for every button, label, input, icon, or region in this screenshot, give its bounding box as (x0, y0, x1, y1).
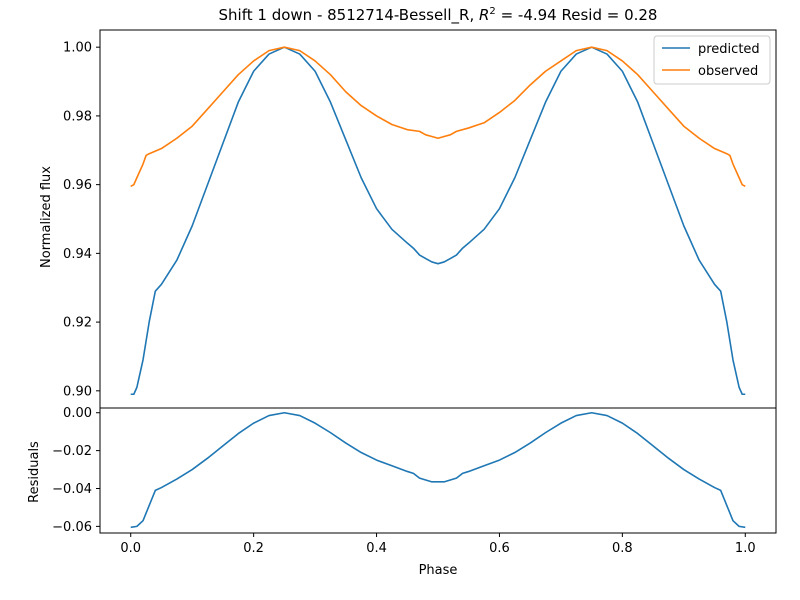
y-axis-label-residuals: Residuals (27, 441, 42, 503)
title-superscript: 2 (489, 6, 495, 17)
flux-series-line-predicted (130, 46, 746, 396)
residuals-x-tick-label: 0.8 (612, 541, 633, 556)
legend-label-observed: observed (698, 64, 758, 79)
residuals-x-tick-label: 0.6 (489, 541, 510, 556)
flux-y-tick-label: 0.96 (63, 178, 92, 193)
flux-y-tick-label: 0.90 (63, 384, 92, 399)
residuals-y-tick-label: 0.00 (63, 406, 92, 421)
title-rest: = -4.94 Resid = 0.28 (496, 6, 658, 24)
flux-y-tick-label: 0.98 (63, 109, 92, 124)
legend: predicted observed (653, 35, 771, 85)
legend-label-predicted: predicted (698, 42, 760, 57)
y-axis-label-flux: Normalized flux (39, 166, 54, 268)
residuals-axes-frame (99, 407, 777, 534)
residuals-x-tick-label: 0.2 (243, 541, 264, 556)
title-main: Shift 1 down - 8512714-Bessell_R, (219, 6, 479, 25)
residuals-x-tick-label: 0.4 (366, 541, 387, 556)
residuals-y-tick-label: −0.06 (52, 520, 92, 535)
flux-panel: 0.90 0.92 0.94 0.96 0.98 1.00 Normalized flux (39, 29, 777, 409)
residuals-x-tick-label: 1.0 (735, 541, 756, 556)
flux-y-tick-label: 0.94 (63, 247, 92, 262)
residuals-series-layer (130, 411, 746, 529)
flux-series-layer (130, 46, 746, 396)
residuals-axes: 0.00 −0.02 −0.04 −0.06 0.0 0.2 0.4 0.6 0.8 1.0 (52, 406, 777, 556)
flux-axes-frame (99, 29, 777, 409)
flux-axes: 0.90 0.92 0.94 0.96 0.98 1.00 (63, 29, 777, 409)
residuals-series-line-0 (130, 411, 746, 529)
title-r-symbol: R (479, 6, 489, 24)
residuals-panel: 0.00 −0.02 −0.04 −0.06 0.0 0.2 0.4 0.6 0.8 1.0 Re… (27, 406, 777, 578)
flux-y-tick-label: 0.92 (63, 316, 92, 331)
residuals-y-tick-label: −0.04 (52, 482, 92, 497)
flux-series-line-observed (130, 46, 746, 188)
flux-y-tick-label: 1.00 (63, 41, 92, 56)
residuals-x-tick-label: 0.0 (120, 541, 141, 556)
residuals-y-tick-label: −0.02 (52, 444, 92, 459)
x-axis-label-phase: Phase (419, 563, 458, 578)
chart-title: Shift 1 down - 8512714-Bessell_R, R2 = -… (219, 6, 658, 25)
